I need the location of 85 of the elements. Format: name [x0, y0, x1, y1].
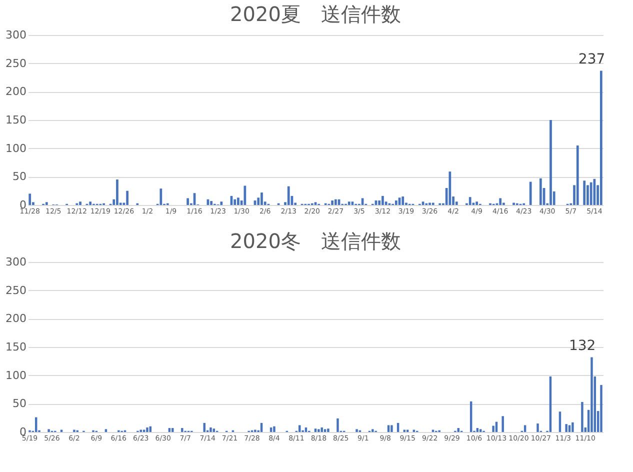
- bar: [116, 180, 118, 205]
- bar: [402, 196, 404, 205]
- chart-title: 2020夏 送信件数: [230, 2, 401, 26]
- bar: [126, 190, 128, 205]
- bar: [394, 200, 398, 205]
- y-tick-label: 200: [6, 85, 26, 98]
- bar: [146, 427, 148, 432]
- bar: [590, 357, 593, 432]
- bar: [336, 418, 339, 432]
- bar: [479, 429, 482, 432]
- bar: [470, 401, 472, 432]
- bar: [212, 428, 216, 432]
- bar: [549, 376, 552, 432]
- bar: [314, 428, 317, 432]
- bar: [181, 428, 184, 432]
- bar: [48, 429, 50, 432]
- bar: [600, 384, 602, 432]
- bar: [79, 202, 82, 205]
- bar: [378, 200, 381, 205]
- bar: [524, 425, 526, 432]
- bar: [502, 416, 504, 432]
- y-tick-label: 100: [6, 368, 26, 382]
- bar: [600, 70, 602, 205]
- bar: [499, 198, 502, 205]
- y-tick-label: 250: [6, 284, 26, 297]
- bar: [28, 194, 32, 205]
- bar: [536, 424, 539, 432]
- bar: [168, 428, 171, 432]
- y-tick-label: 300: [6, 28, 26, 42]
- bar: [331, 200, 334, 205]
- bar: [572, 422, 574, 432]
- bar: [581, 402, 584, 432]
- bar: [45, 202, 48, 205]
- bar: [287, 186, 290, 205]
- y-tick-label: 100: [6, 142, 26, 155]
- bar: [298, 425, 301, 432]
- bar: [327, 428, 330, 432]
- bar: [448, 172, 452, 205]
- bar: [237, 198, 240, 205]
- y-tick-label: 300: [6, 256, 26, 268]
- bar: [273, 426, 276, 432]
- bar: [89, 202, 92, 205]
- bar: [104, 429, 108, 432]
- y-tick-label: 50: [12, 170, 26, 184]
- chart-title: 2020冬 送信件数: [230, 229, 401, 253]
- y-tick-label: 200: [6, 312, 26, 326]
- bar: [324, 429, 326, 432]
- bar: [568, 425, 571, 432]
- bar: [318, 429, 320, 432]
- y-tick-label: 50: [12, 397, 26, 410]
- bar: [234, 199, 236, 205]
- bar: [576, 146, 579, 205]
- bar: [304, 427, 308, 432]
- bar: [320, 427, 323, 432]
- bar: [457, 428, 460, 432]
- bar: [210, 427, 212, 432]
- bar: [565, 424, 568, 432]
- bar: [387, 425, 390, 432]
- bar: [583, 180, 586, 205]
- y-tick-label: 150: [6, 114, 26, 126]
- bar: [550, 120, 552, 205]
- bar: [390, 425, 393, 432]
- bar: [270, 427, 272, 432]
- bar: [476, 428, 479, 432]
- y-tick-label: 150: [6, 340, 26, 354]
- bar: [476, 202, 478, 205]
- bar: [372, 429, 374, 432]
- bar: [539, 178, 542, 205]
- bar: [260, 192, 263, 205]
- bar: [220, 202, 223, 205]
- y-tick-label: 250: [6, 56, 26, 70]
- data-label: 237: [578, 52, 606, 68]
- bar: [529, 182, 532, 205]
- bar: [160, 188, 162, 205]
- bar: [356, 429, 358, 432]
- bar: [382, 196, 384, 205]
- bar: [468, 197, 472, 205]
- bar: [492, 426, 494, 432]
- bar: [186, 198, 189, 205]
- data-label: 132: [568, 338, 596, 354]
- bar: [210, 201, 212, 205]
- bar: [348, 202, 350, 205]
- bar: [172, 428, 174, 432]
- bar: [558, 412, 562, 432]
- bar: [334, 199, 337, 205]
